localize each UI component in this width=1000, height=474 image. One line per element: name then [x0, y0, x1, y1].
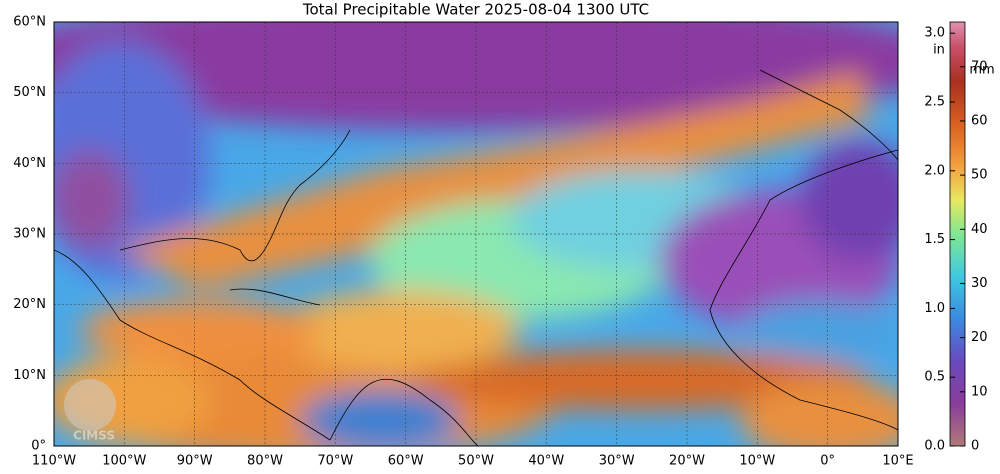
lon-label: 40°W	[528, 454, 564, 469]
lon-label: 90°W	[177, 454, 213, 469]
inch-tick-label: 1.0	[924, 301, 945, 316]
inch-tick-label: 2.5	[924, 95, 945, 110]
tpw-map: CIMSS	[54, 22, 898, 446]
lat-label: 60°N	[13, 15, 46, 30]
lon-label: 100°W	[102, 454, 146, 469]
lon-label: 80°W	[247, 454, 283, 469]
inch-tick-label: 0.0	[924, 439, 945, 454]
map-title: Total Precipitable Water 2025-08-04 1300…	[302, 1, 649, 19]
mm-tick-label: 70	[971, 59, 988, 74]
lon-label: 30°W	[599, 454, 635, 469]
mm-tick-label: 0	[971, 439, 979, 454]
inch-tick-label: 1.5	[924, 232, 945, 247]
cimss-logo: CIMSS	[64, 379, 116, 443]
lat-label: 50°N	[13, 85, 46, 100]
lat-label: 10°N	[13, 368, 46, 383]
map-frame	[53, 21, 899, 447]
inch-tick-label: 0.5	[924, 370, 945, 385]
mm-tick-label: 10	[971, 384, 988, 399]
colorbar	[949, 21, 966, 447]
lat-label: 40°N	[13, 156, 46, 171]
lon-label: 20°W	[669, 454, 705, 469]
mm-tick-label: 50	[971, 168, 988, 183]
lon-label: 70°W	[317, 454, 353, 469]
mm-tick-label: 60	[971, 113, 988, 128]
lat-label: 0°	[31, 439, 46, 454]
lon-label: 10°W	[739, 454, 775, 469]
inch-tick-label: 3.0	[924, 26, 945, 41]
inch-tick-label: 2.0	[924, 163, 945, 178]
inch-unit: in	[933, 43, 945, 58]
mm-tick-label: 20	[971, 330, 988, 345]
lon-label: 50°W	[458, 454, 494, 469]
mm-unit: mm	[969, 63, 994, 78]
lat-label: 30°N	[13, 227, 46, 242]
logo-text: CIMSS	[73, 429, 115, 443]
lon-label: 10°E	[882, 454, 913, 469]
lon-label: 110°W	[32, 454, 76, 469]
mm-tick-label: 30	[971, 276, 988, 291]
lat-label: 20°N	[13, 297, 46, 312]
lon-label: 60°W	[388, 454, 424, 469]
mm-tick-label: 40	[971, 222, 988, 237]
lon-label: 0°	[820, 454, 835, 469]
coastlines	[54, 69, 898, 446]
